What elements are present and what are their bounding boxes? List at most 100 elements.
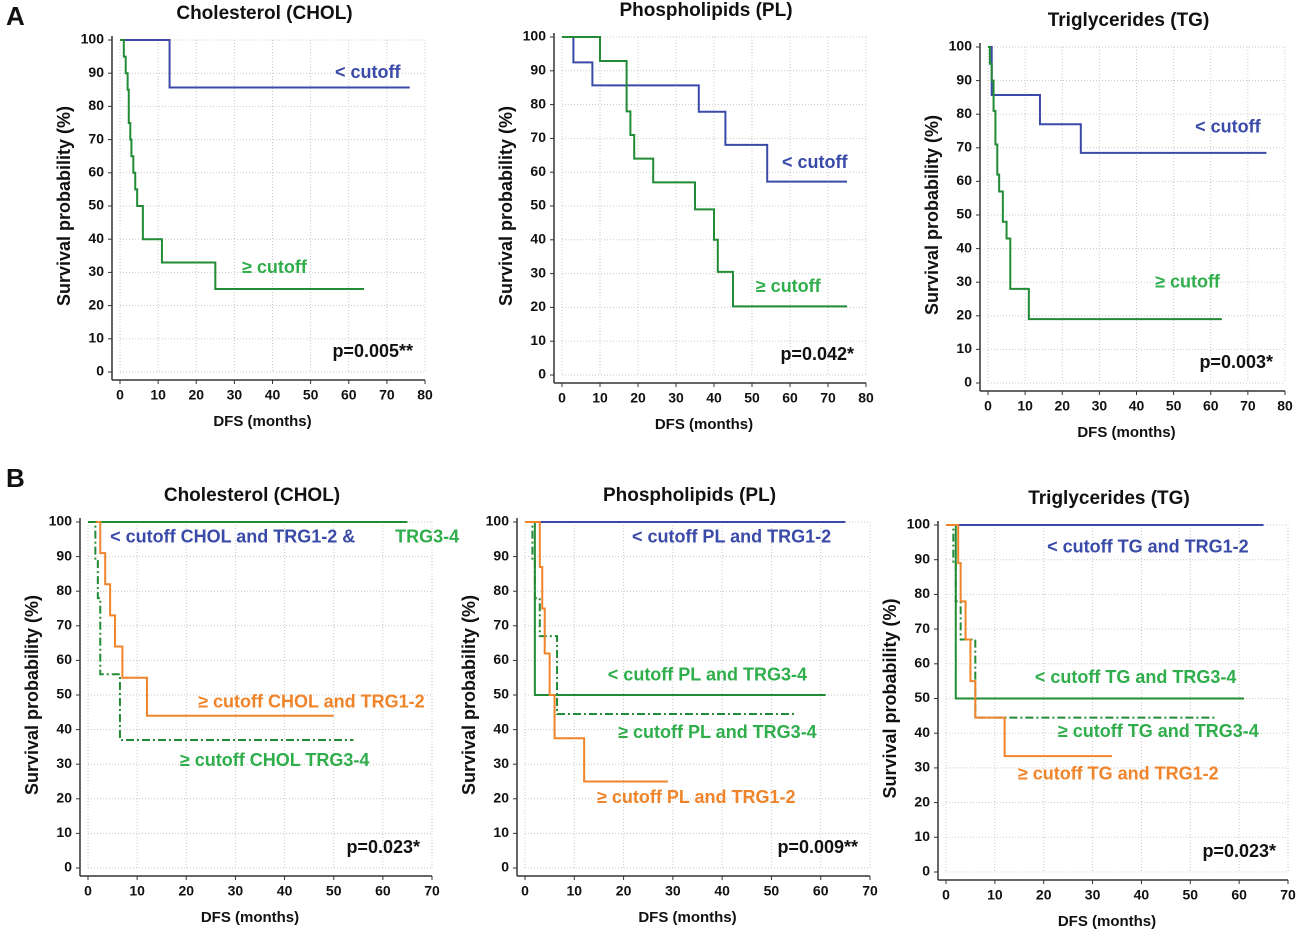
x-axis-label: DFS (months) [1077, 424, 1175, 441]
x-axis-label: DFS (months) [213, 413, 311, 430]
y-tick-label: 30 [530, 264, 546, 280]
y-tick-label: 100 [486, 513, 510, 529]
x-tick-label: 30 [1085, 887, 1101, 903]
y-tick-label: 40 [88, 230, 104, 246]
y-tick-label: 0 [501, 859, 509, 875]
y-axis-label: Survival probability (%) [922, 115, 942, 315]
y-tick-label: 30 [56, 755, 72, 771]
y-tick-label: 0 [964, 374, 972, 390]
y-tick-label: 60 [914, 655, 930, 671]
x-tick-label: 60 [782, 390, 798, 406]
y-tick-label: 0 [538, 366, 546, 382]
series-label: < cutoff PL and TRG3-4 [608, 665, 807, 685]
x-tick-label: 0 [984, 398, 992, 414]
x-tick-label: 10 [566, 883, 582, 899]
x-tick-label: 30 [228, 883, 244, 899]
p-value: p=0.003* [1199, 352, 1273, 372]
y-tick-label: 70 [530, 129, 546, 145]
survival-curve [88, 521, 354, 741]
series-label: < cutoff PL and TRG1-2 [632, 527, 831, 547]
y-tick-label: 60 [88, 164, 104, 180]
x-tick-label: 50 [764, 883, 780, 899]
y-tick-label: 40 [956, 239, 972, 255]
x-tick-label: 40 [706, 390, 722, 406]
y-tick-label: 30 [88, 263, 104, 279]
x-tick-label: 20 [630, 390, 646, 406]
y-tick-label: 60 [530, 163, 546, 179]
y-tick-label: 30 [493, 755, 509, 771]
x-axis-label: DFS (months) [655, 416, 753, 433]
y-tick-label: 100 [523, 28, 547, 44]
y-tick-label: 70 [956, 139, 972, 155]
x-tick-label: 60 [1231, 887, 1247, 903]
x-axis-label: DFS (months) [638, 909, 736, 926]
x-tick-label: 40 [277, 883, 293, 899]
survival-curve [562, 36, 847, 308]
series-label: < cutoff [335, 62, 402, 82]
y-tick-label: 90 [56, 547, 72, 563]
y-tick-label: 70 [56, 617, 72, 633]
y-tick-label: 40 [56, 720, 72, 736]
y-tick-label: 100 [49, 513, 73, 529]
survival-curve [525, 521, 668, 783]
series-label: ≥ cutoff [242, 257, 308, 277]
chart-title: Phospholipids (PL) [619, 0, 792, 21]
series-label: ≥ cutoff TG and TRG1-2 [1018, 764, 1219, 784]
x-tick-label: 50 [744, 390, 760, 406]
series-label: TRG3-4 [395, 527, 459, 547]
series-label: < cutoff [782, 152, 849, 172]
y-tick-label: 50 [914, 689, 930, 705]
y-tick-label: 60 [493, 651, 509, 667]
x-tick-label: 0 [942, 887, 950, 903]
x-tick-label: 70 [820, 390, 836, 406]
y-tick-label: 90 [493, 547, 509, 563]
x-tick-label: 10 [592, 390, 608, 406]
x-tick-label: 30 [668, 390, 684, 406]
y-tick-label: 20 [914, 793, 930, 809]
p-value: p=0.005** [332, 341, 413, 361]
y-tick-label: 100 [907, 516, 931, 532]
y-tick-label: 20 [493, 790, 509, 806]
y-axis-label: Survival probability (%) [459, 595, 479, 795]
y-tick-label: 80 [914, 585, 930, 601]
x-tick-label: 0 [84, 883, 92, 899]
y-tick-label: 0 [64, 859, 72, 875]
y-tick-label: 80 [956, 105, 972, 121]
x-tick-label: 0 [521, 883, 529, 899]
survival-curve [562, 36, 847, 183]
y-tick-label: 70 [88, 130, 104, 146]
x-tick-label: 50 [326, 883, 342, 899]
x-tick-label: 60 [813, 883, 829, 899]
y-tick-label: 90 [530, 62, 546, 78]
y-tick-label: 50 [956, 206, 972, 222]
survival-curve [525, 521, 797, 716]
x-tick-label: 20 [616, 883, 632, 899]
y-axis-label: Survival probability (%) [54, 106, 74, 306]
y-tick-label: 20 [56, 790, 72, 806]
p-value: p=0.023* [346, 837, 420, 857]
x-tick-label: 10 [129, 883, 145, 899]
y-tick-label: 50 [88, 197, 104, 213]
x-tick-label: 30 [227, 387, 243, 403]
x-tick-label: 40 [1134, 887, 1150, 903]
x-tick-label: 70 [379, 387, 395, 403]
series-label: ≥ cutoff [756, 276, 822, 296]
y-tick-label: 20 [956, 307, 972, 323]
survival-curve [88, 521, 334, 717]
series-label: < cutoff CHOL and TRG1-2 & [110, 527, 355, 547]
p-value: p=0.042* [780, 344, 854, 364]
y-tick-label: 10 [56, 824, 72, 840]
y-tick-label: 90 [956, 71, 972, 87]
y-tick-label: 60 [56, 651, 72, 667]
x-tick-label: 80 [1277, 398, 1293, 414]
survival-curve [988, 46, 1267, 154]
y-tick-label: 80 [493, 582, 509, 598]
x-tick-label: 50 [303, 387, 319, 403]
y-axis-label: Survival probability (%) [880, 598, 900, 798]
chart-title: Triglycerides (TG) [1048, 10, 1210, 31]
series-label: ≥ cutoff CHOL and TRG1-2 [198, 692, 425, 712]
x-tick-label: 0 [116, 387, 124, 403]
y-tick-label: 100 [949, 38, 973, 54]
series-label: ≥ cutoff PL and TRG3-4 [618, 722, 817, 742]
